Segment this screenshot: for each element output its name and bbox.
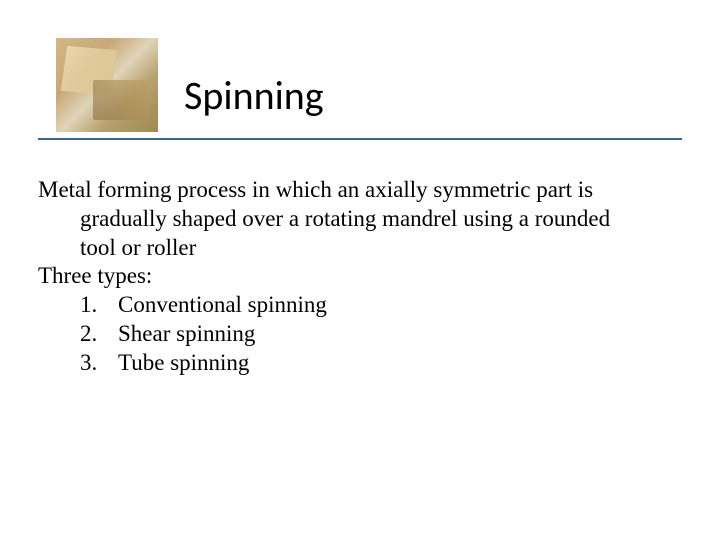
types-label: Three types: xyxy=(38,262,670,291)
slide-body: Metal forming process in which an axiall… xyxy=(0,140,720,377)
list-item: 2.Shear spinning xyxy=(38,320,670,349)
slide-title: Spinning xyxy=(184,71,324,132)
definition-line-3: tool or roller xyxy=(38,234,670,263)
list-text-1: Conventional spinning xyxy=(118,292,327,317)
list-item: 3.Tube spinning xyxy=(38,349,670,378)
list-num-1: 1. xyxy=(80,291,118,320)
list-text-2: Shear spinning xyxy=(118,321,255,346)
definition-line-1: Metal forming process in which an axiall… xyxy=(38,176,670,205)
list-item: 1.Conventional spinning xyxy=(38,291,670,320)
list-text-3: Tube spinning xyxy=(118,350,249,375)
slide-thumbnail-image xyxy=(56,38,158,132)
list-num-3: 3. xyxy=(80,349,118,378)
header-region: Spinning xyxy=(0,0,720,132)
definition-line-2: gradually shaped over a rotating mandrel… xyxy=(38,205,670,234)
list-num-2: 2. xyxy=(80,320,118,349)
